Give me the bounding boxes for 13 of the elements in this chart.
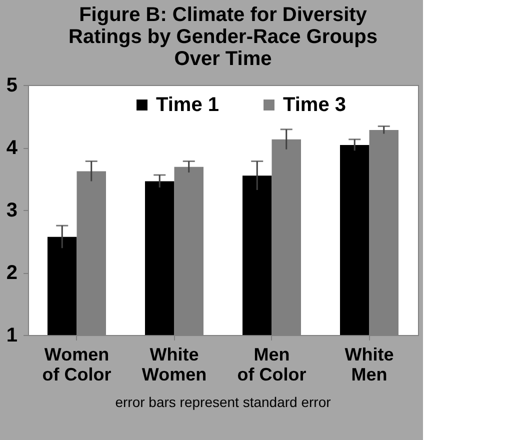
x-tick-label: White Men [344, 344, 394, 384]
y-tick-label: 1 [6, 324, 18, 346]
text: error bars represent standard error [115, 394, 332, 410]
y-tick-label: 3 [6, 200, 18, 222]
chart-title: Figure B: Climate for Diversity Ratings by Gender-Race Groups Over Time [68, 4, 378, 70]
x-tick-label: Men of Color [237, 344, 306, 384]
x-tick-label: Women of Color [42, 344, 112, 384]
legend-label: Time 1 [156, 94, 219, 116]
y-tick-label: 5 [6, 74, 18, 96]
y-tick-label: 2 [6, 262, 18, 284]
x-tick-label: White Women [142, 344, 207, 384]
legend-label: Time 3 [283, 94, 346, 116]
y-tick-label: 4 [6, 137, 18, 159]
